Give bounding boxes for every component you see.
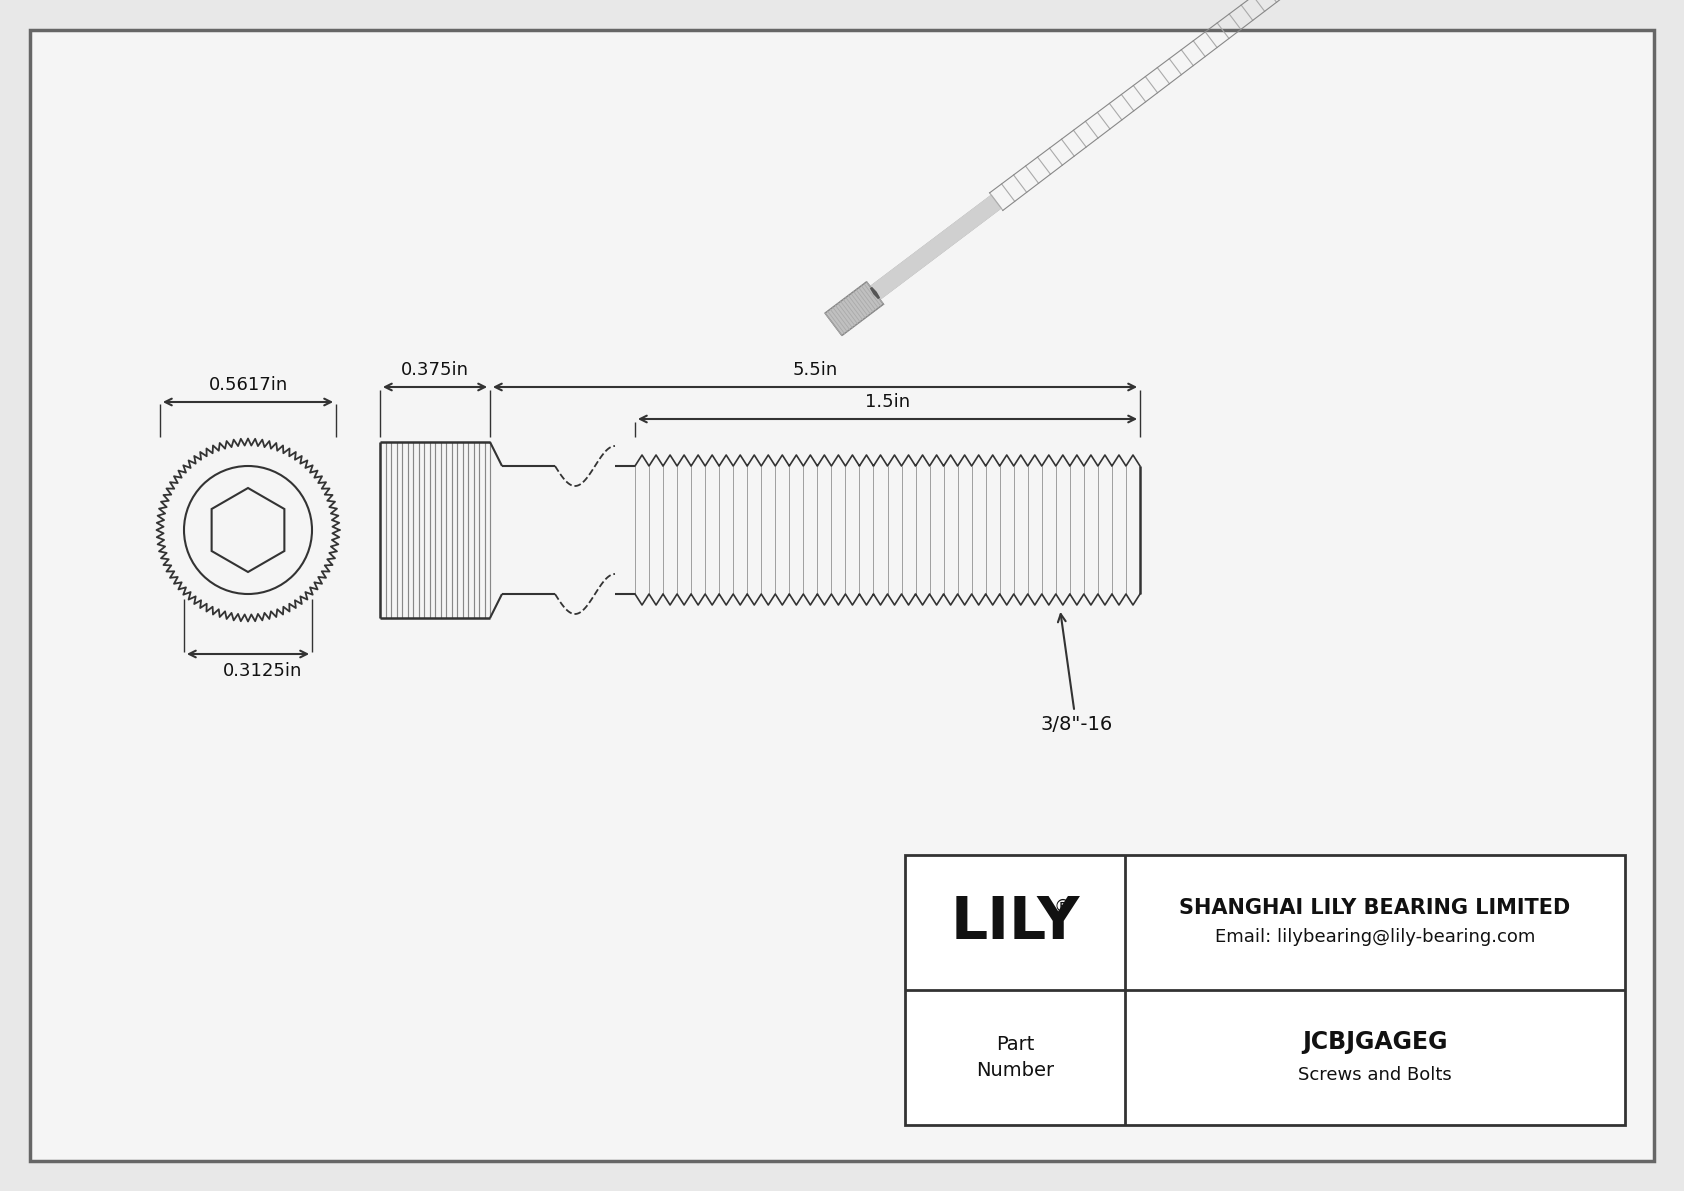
Polygon shape — [871, 195, 1000, 299]
Bar — [904, 855, 1625, 1125]
Text: 5.5in: 5.5in — [793, 361, 837, 379]
Text: 0.3125in: 0.3125in — [224, 662, 303, 680]
Text: Screws and Bolts: Screws and Bolts — [1298, 1066, 1452, 1084]
Text: 0.375in: 0.375in — [401, 361, 470, 379]
Polygon shape — [871, 288, 879, 298]
Text: 3/8"-16: 3/8"-16 — [1041, 615, 1111, 734]
Text: Part
Number: Part Number — [977, 1035, 1054, 1080]
Polygon shape — [157, 438, 340, 622]
Text: LILY: LILY — [950, 894, 1079, 950]
Text: 0.5617in: 0.5617in — [209, 376, 288, 394]
Text: Email: lilybearing@lily-bearing.com: Email: lilybearing@lily-bearing.com — [1214, 929, 1536, 947]
Text: ®: ® — [1052, 898, 1071, 916]
Text: 1.5in: 1.5in — [866, 393, 909, 411]
Text: SHANGHAI LILY BEARING LIMITED: SHANGHAI LILY BEARING LIMITED — [1179, 898, 1571, 917]
Polygon shape — [825, 282, 884, 336]
Text: JCBJGAGEG: JCBJGAGEG — [1302, 1030, 1448, 1054]
